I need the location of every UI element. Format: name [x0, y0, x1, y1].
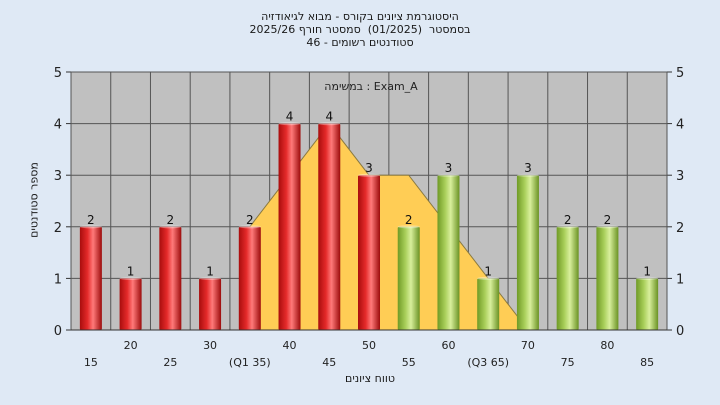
bar: [278, 123, 301, 330]
bar-value-label: 2: [604, 213, 612, 227]
bar: [318, 123, 341, 330]
bar: [79, 226, 102, 330]
bar-value-label: 4: [325, 110, 333, 124]
bar-value-label: 2: [405, 213, 413, 227]
x-tick-label: (Q3 65): [467, 356, 509, 369]
y-tick-label-left: 4: [54, 118, 62, 133]
chart-title-line-3: סטודנטים רשומים - 46: [306, 36, 414, 49]
x-tick-label: 25: [163, 356, 177, 369]
bar-top-highlight: [318, 122, 341, 126]
x-tick-label: 50: [362, 339, 376, 352]
bar: [119, 278, 142, 330]
y-tick-label-left: 5: [54, 66, 62, 81]
bar-value-label: 2: [167, 213, 175, 227]
annotation-label: במשימה : Exam_A: [324, 80, 418, 93]
bar-value-label: 3: [365, 161, 373, 175]
bar: [397, 226, 420, 330]
y-tick-label-left: 2: [54, 221, 62, 236]
bar-value-label: 1: [484, 264, 492, 278]
x-tick-label: 75: [561, 356, 575, 369]
x-tick-label: 45: [322, 356, 336, 369]
bar-top-highlight: [477, 276, 500, 280]
y-tick-label-left: 3: [54, 169, 62, 184]
y-tick-label-right: 2: [676, 221, 684, 236]
bar: [596, 226, 619, 330]
x-tick-label: 60: [441, 339, 455, 352]
y-axis-label: מספר סטודנטים: [27, 162, 41, 238]
bar-value-label: 2: [564, 213, 572, 227]
bar-top-highlight: [358, 173, 380, 177]
bar-top-highlight: [238, 225, 261, 229]
x-tick-label: 30: [203, 339, 217, 352]
bar-top-highlight: [636, 276, 659, 280]
chart-title-line-1: היסטוגרמת ציונים בקורס - מבוא לגיאודזיה: [261, 10, 459, 23]
x-tick-label: 55: [402, 356, 416, 369]
bar: [516, 175, 539, 330]
x-tick-label: 80: [600, 339, 614, 352]
bar-top-highlight: [278, 122, 301, 126]
bar: [199, 278, 222, 330]
x-tick-label: 15: [84, 356, 98, 369]
bar-value-label: 2: [246, 213, 254, 227]
y-tick-label-right: 5: [676, 66, 684, 81]
bar-top-highlight: [199, 276, 222, 280]
bar-value-label: 3: [524, 161, 532, 175]
x-axis-label: טווח ציונים: [345, 372, 395, 385]
bar: [477, 278, 500, 330]
x-tick-label: 70: [521, 339, 535, 352]
bar-value-label: 3: [445, 161, 453, 175]
y-tick-label-right: 0: [676, 324, 684, 339]
bar-top-highlight: [516, 173, 539, 177]
bar-value-label: 1: [643, 264, 651, 278]
bar-top-highlight: [159, 225, 182, 229]
y-tick-label-left: 0: [54, 324, 62, 339]
bar-value-label: 1: [127, 264, 135, 278]
bar-top-highlight: [119, 276, 142, 280]
bar: [238, 226, 261, 330]
y-tick-label-left: 1: [54, 272, 62, 287]
y-tick-label-right: 3: [676, 169, 684, 184]
bar-value-label: 1: [206, 264, 214, 278]
bar-top-highlight: [556, 225, 579, 229]
bar: [437, 175, 460, 330]
y-tick-label-right: 4: [676, 118, 684, 133]
x-tick-label: 20: [124, 339, 138, 352]
bar-value-label: 4: [286, 110, 294, 124]
bar-top-highlight: [79, 225, 102, 229]
x-tick-label: 85: [640, 356, 654, 369]
y-tick-label-right: 1: [676, 272, 684, 287]
x-tick-label: (Q1 35): [229, 356, 271, 369]
bar: [358, 175, 380, 330]
bar-top-highlight: [596, 225, 619, 229]
bar: [636, 278, 659, 330]
bar-value-label: 2: [87, 213, 95, 227]
bar-top-highlight: [437, 173, 460, 177]
bar: [556, 226, 579, 330]
chart-title-line-2: בסמסטר (01/2025) סמסטר חורף 2025/26: [249, 23, 471, 36]
x-tick-label: 40: [283, 339, 297, 352]
bar-top-highlight: [397, 225, 420, 229]
bar: [159, 226, 182, 330]
